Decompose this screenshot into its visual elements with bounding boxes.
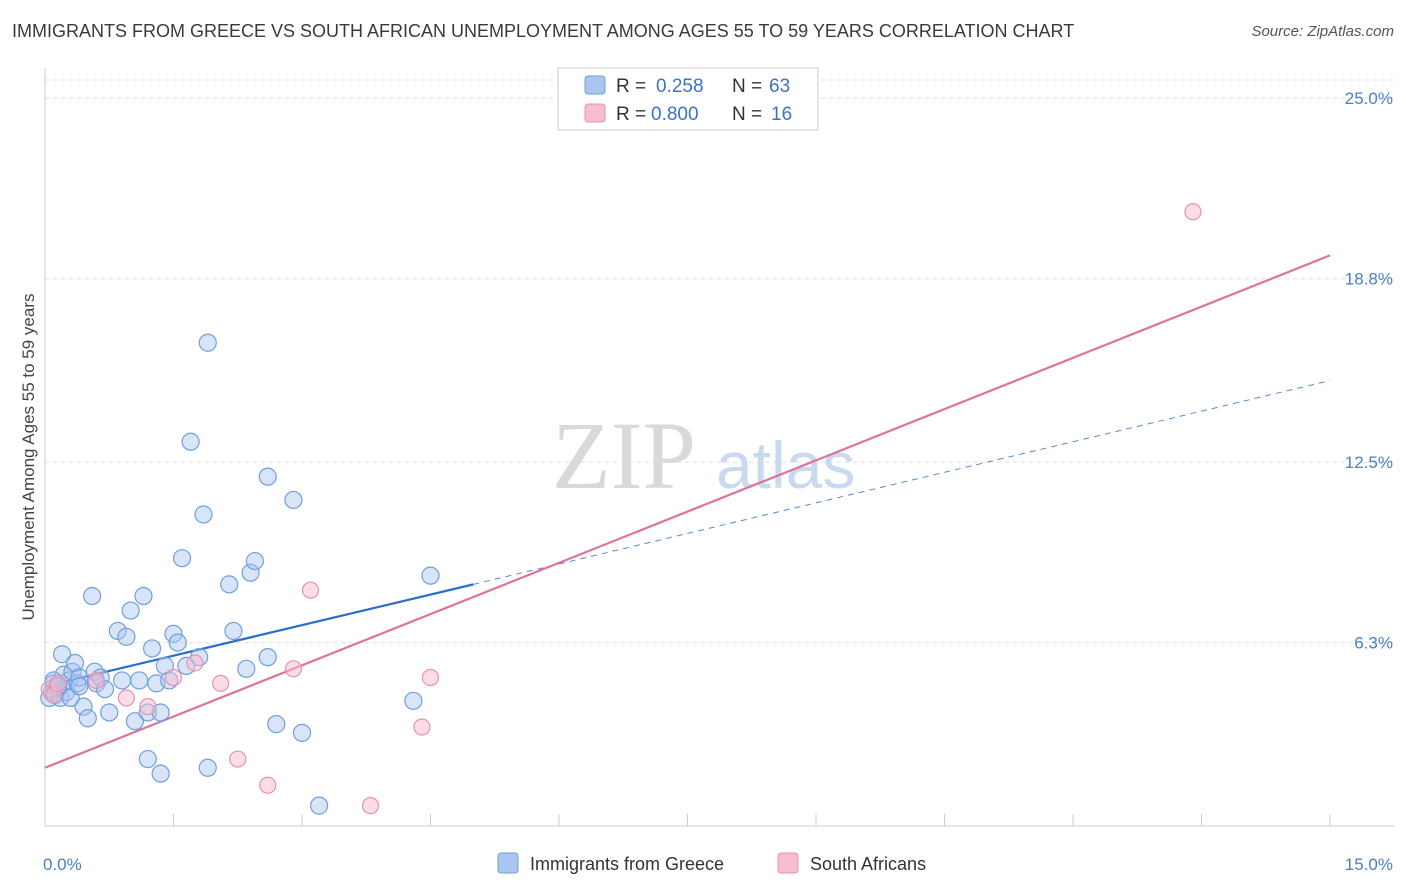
greece-point [138,749,157,769]
source-credit: Source: ZipAtlas.com [1251,23,1394,40]
greece-r-label: R = [616,76,646,97]
sa-point [259,776,277,794]
y-tick-label: 12.5% [1345,453,1393,472]
x-tick-label: 0.0% [43,855,82,874]
sa-point [301,581,320,599]
greece-point [164,624,183,643]
sa-point [186,654,204,672]
greece-point [83,586,102,606]
greece-legend-swatch [584,75,606,95]
sa-trend-line [44,254,1331,769]
greece-point [284,490,303,510]
series-legend: Immigrants from Greece South Africans [497,852,926,874]
sa-point [87,671,106,690]
y-tick-label: 6.3% [1354,634,1393,653]
sa-point [117,689,135,707]
greece-point [65,653,85,673]
greece-point [194,505,213,524]
sa-point [1184,203,1202,221]
legend-sa-label: South Africans [810,854,926,874]
watermark-atlas: atlas [716,428,855,502]
greece-point [142,639,162,658]
sa-n-label: N = [732,104,762,125]
axes [44,68,1394,827]
greece-point [224,621,243,641]
chart-title: IMMIGRANTS FROM GREECE VS SOUTH AFRICAN … [12,21,1075,41]
sa-point [212,674,230,692]
sa-point [164,668,183,687]
sa-r-value: 0.800 [651,104,699,125]
sa-point [49,674,67,692]
greece-point [130,671,149,690]
watermark: ZIP atlas [552,402,855,509]
data-points [40,203,1202,815]
sa-point [421,668,440,687]
greece-point [198,758,217,777]
tick-labels: 6.3% 12.5% 18.8% 25.0% 0.0% 15.0% [43,89,1393,874]
greece-point [181,432,200,451]
legend-sa-swatch [777,852,799,874]
sa-n-value: 16 [771,104,792,125]
greece-point [404,691,423,710]
sa-point [229,750,247,768]
greece-point [310,796,329,815]
greece-point [220,575,239,594]
greece-point [151,764,170,783]
greece-trend-extension [473,380,1331,585]
greece-point [78,709,97,728]
y-axis-label: Unemployment Among Ages 55 to 59 years [19,294,38,621]
sa-point [284,660,303,678]
greece-point [70,677,89,696]
legend-greece-swatch [497,852,519,874]
greece-point [112,671,132,690]
greece-point [53,645,72,664]
sa-legend-swatch [584,103,606,123]
y-tick-label: 18.8% [1345,270,1393,289]
trend-lines [44,254,1331,769]
sa-point [139,698,157,716]
greece-point [258,648,277,667]
greece-trend-line [44,583,474,688]
greece-point [74,697,93,716]
greece-point [245,551,264,571]
greece-point [421,566,440,585]
greece-r-value: 0.258 [656,76,704,97]
sa-point [361,797,380,815]
x-tick-label: 15.0% [1345,855,1393,874]
greece-n-value: 63 [769,76,790,97]
greece-point [237,659,256,678]
greece-point [168,633,187,652]
greece-point [125,712,145,731]
stats-legend: R = 0.258 N = 63 R = 0.800 N = 16 [557,67,819,131]
sa-point [413,718,431,736]
legend-greece-label: Immigrants from Greece [530,854,724,874]
watermark-zip: ZIP [552,402,696,509]
greece-point [172,549,192,568]
greece-point [258,467,277,486]
greece-point [134,586,153,606]
greece-point [267,715,286,734]
greece-point [100,703,119,722]
greece-n-label: N = [732,76,762,97]
greece-point [241,563,260,582]
greece-point [117,627,136,646]
greece-point [292,723,312,742]
greece-point [198,333,217,352]
y-tick-label: 25.0% [1345,89,1393,108]
sa-r-label: R = [616,104,646,125]
greece-point [121,601,140,620]
